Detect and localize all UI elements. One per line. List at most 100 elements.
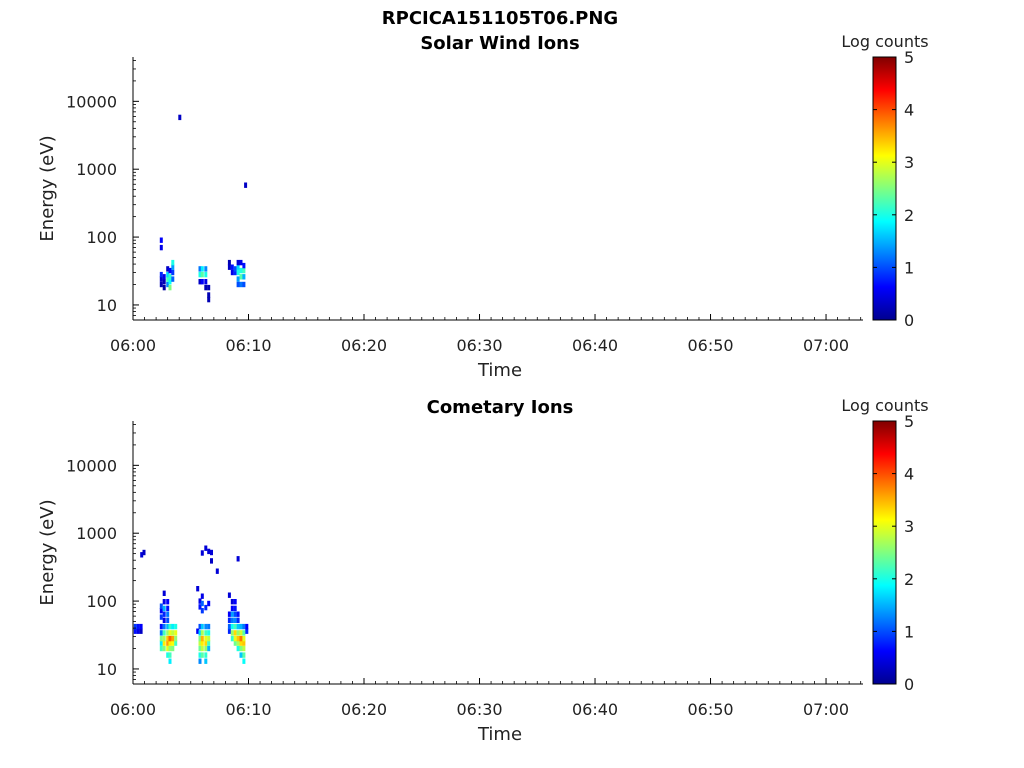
heatmap-cell [178,114,182,121]
heatmap-cell [207,284,211,291]
heatmap-cell [239,281,243,288]
x-tick-label: 06:30 [456,700,502,719]
heatmap-cell [162,623,166,630]
heatmap-cell [166,635,170,642]
x-tick-label: 06:40 [572,700,618,719]
heatmap-cell [166,271,170,278]
y-tick-label: 10 [97,296,117,315]
heatmap-cell [200,630,204,636]
heatmap-cell [207,630,211,636]
heatmap-cell [168,652,172,658]
heatmap-cell [239,635,243,642]
heatmap-cell [204,279,208,285]
y-tick-label: 1000 [76,524,117,543]
heatmap-cell [140,552,144,558]
heatmap-cell [166,276,170,282]
x-tick-label: 06:10 [225,700,271,719]
heatmap-cell [242,658,246,664]
heatmap-cell [242,652,246,658]
heatmap-cell [227,628,231,634]
heatmap-cell [171,259,175,266]
heatmap-cell [166,630,170,636]
heatmap-cell [168,645,172,652]
heatmap-cell [168,630,172,636]
heatmap-cell [159,237,163,243]
heatmap-cell [239,623,243,630]
heatmap-cell [159,623,163,630]
colorbar-tick-label: 4 [904,101,914,120]
heatmap-cell [207,640,211,646]
heatmap-cell [207,548,211,555]
heatmap-cell [171,640,175,646]
heatmap-cell [174,623,178,630]
heatmap-cell [233,611,237,617]
heatmap-cell [236,556,240,562]
heatmap-cell [166,605,170,612]
heatmap-cell [242,267,246,274]
colorbar-label: Log counts [841,32,928,51]
heatmap-cell [162,611,166,617]
plot-title: Cometary Ions [427,397,574,418]
heatmap-cell [200,593,204,599]
heatmap-cell [207,645,211,652]
x-tick-label: 06:00 [110,700,156,719]
colorbar-tick-label: 5 [904,48,914,67]
heatmap-cell [198,658,202,664]
heatmap-cell [198,630,202,636]
heatmap-cell [171,645,175,652]
heatmap-cell [198,271,202,278]
heatmap-cell [227,592,231,598]
heatmap-cell [233,640,237,646]
heatmap-cell [239,645,243,652]
heatmap-cell [230,269,234,276]
colorbar-tick-label: 2 [904,206,914,225]
heatmap-cell [198,640,202,646]
heatmap-cell [168,640,172,646]
x-tick-label: 06:50 [687,700,733,719]
heatmap-cell [171,630,175,636]
heatmap-cell [207,635,211,642]
plot-title: Solar Wind Ions [420,33,579,54]
heatmap-cell [204,645,208,652]
heatmap-cell [200,635,204,642]
colorbar-tick-label: 2 [904,570,914,589]
colorbar-tick-label: 1 [904,258,914,277]
heatmap-cell [159,640,163,646]
heatmap-cell [200,623,204,630]
heatmap-cell [171,276,175,282]
heatmap-cell [168,623,172,630]
heatmap-cell [166,652,170,658]
x-tick-label: 06:40 [572,336,618,355]
heatmap-cell [242,281,246,288]
heatmap-cell [174,630,178,636]
heatmap-cell [133,628,137,634]
heatmap-cell [230,264,234,270]
x-tick-label: 06:50 [687,336,733,355]
heatmap-cell [166,266,170,272]
heatmap-cell [174,640,178,646]
heatmap-cell [196,586,200,592]
heatmap-cell [159,630,163,636]
heatmap-cell [204,266,208,272]
heatmap-cell [204,545,208,551]
heatmap-cell [159,281,163,288]
heatmap-cell [233,623,237,630]
heatmap-cell [198,652,202,658]
heatmap-cell [233,266,237,272]
colorbar-tick-label: 0 [904,675,914,694]
y-axis-label: Energy (eV) [37,499,58,605]
heatmap-cell [171,635,175,642]
heatmap-cell [204,630,208,636]
heatmap-cell [207,296,211,303]
colorbar-tick-label: 0 [904,311,914,330]
heatmap-cell [242,262,246,269]
heatmap-cell [204,271,208,278]
heatmap-cell [159,271,163,278]
heatmap-cell [162,590,166,596]
heatmap-cell [227,623,231,630]
heatmap-cell [233,635,237,642]
heatmap-cell [236,611,240,617]
heatmap-cell [168,267,172,274]
heatmap-cell [200,652,204,658]
